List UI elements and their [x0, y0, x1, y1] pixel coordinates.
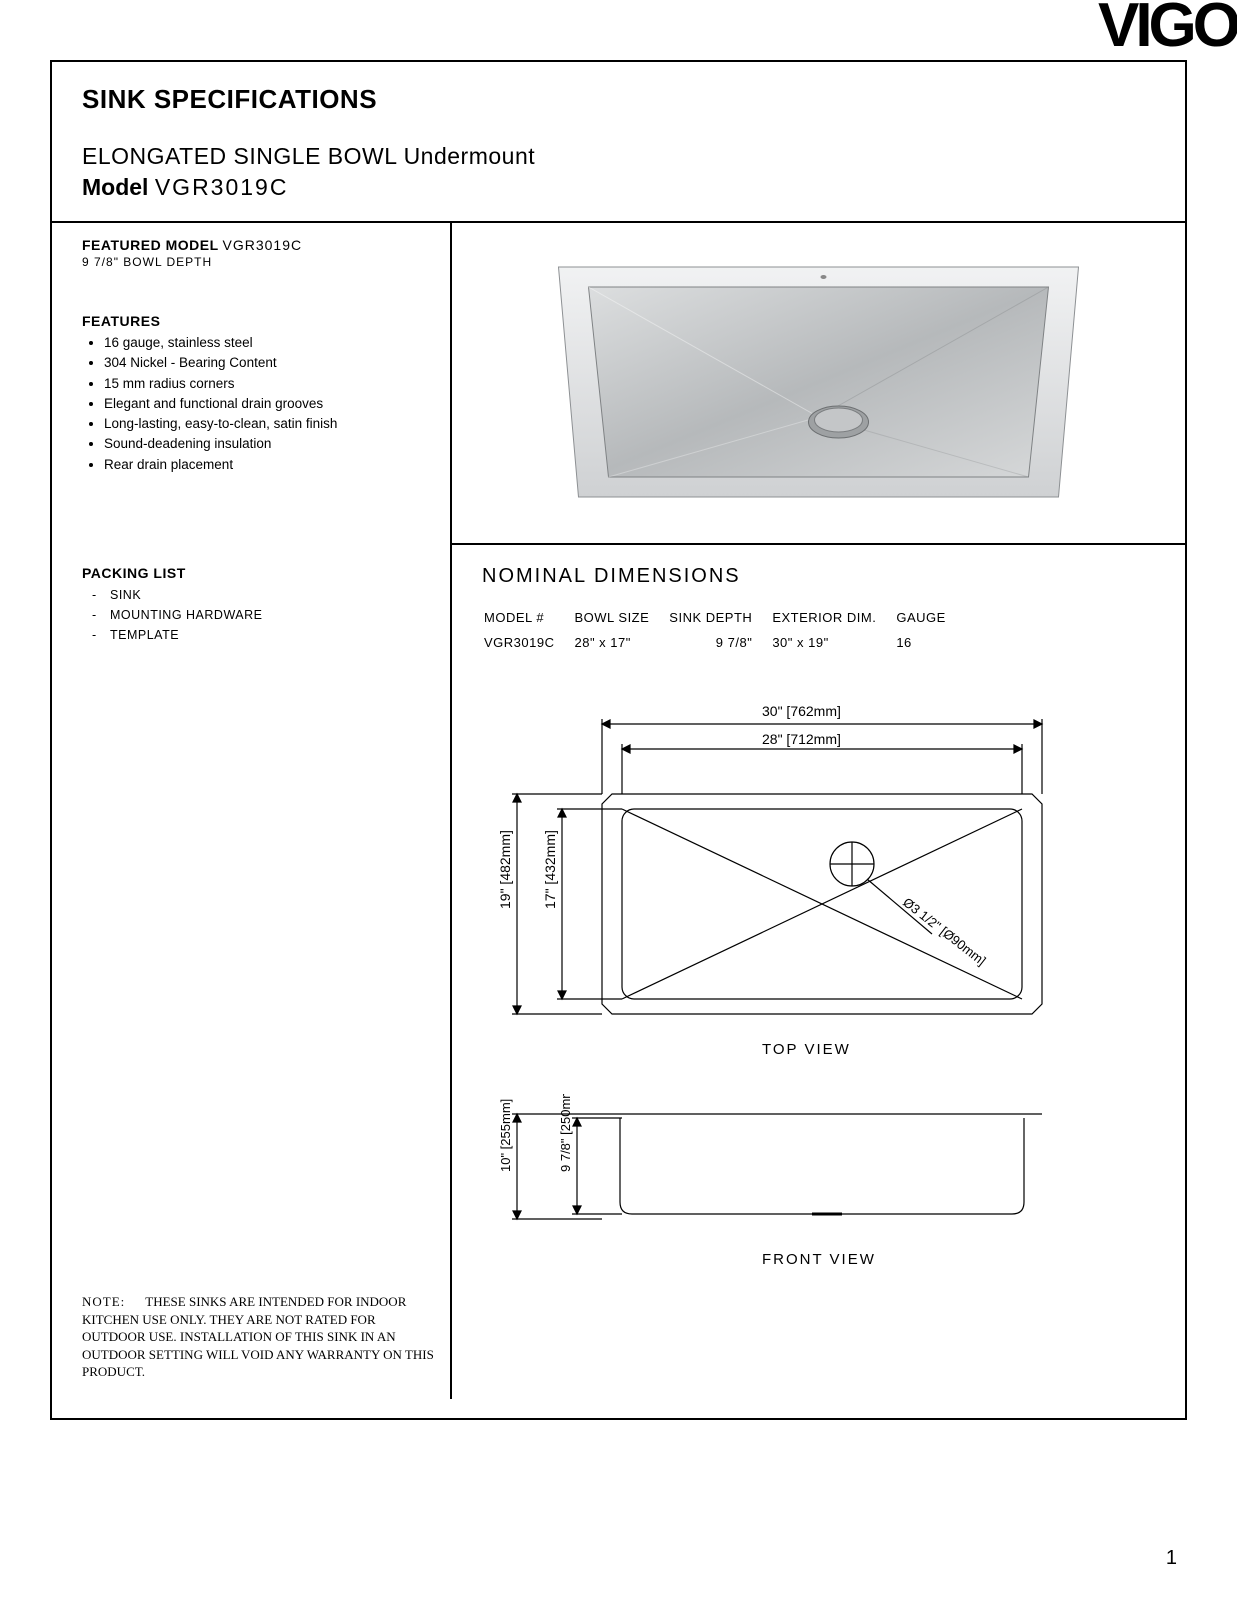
front-view-diagram: 10" [255mm] 9 7/8" [250mm] FRONT VIEW	[452, 1084, 1185, 1294]
feature-item: Elegant and functional drain grooves	[104, 394, 430, 414]
table-header: MODEL #	[484, 608, 572, 627]
dim-inner-depth: 9 7/8" [250mm]	[558, 1094, 573, 1172]
nominal-title: NOMINAL DIMENSIONS	[482, 565, 1155, 588]
featured-label: FEATURED MODEL	[82, 237, 219, 253]
featured-model: FEATURED MODEL VGR3019C	[82, 237, 430, 253]
table-header: GAUGE	[896, 608, 963, 627]
product-subtitle: ELONGATED SINGLE BOWL Undermount	[82, 143, 1155, 170]
dim-outer-height: 19" [482mm]	[497, 830, 513, 909]
left-column: FEATURED MODEL VGR3019C 9 7/8" BOWL DEPT…	[52, 223, 452, 1399]
model-line: Model VGR3019C	[82, 174, 1155, 201]
warranty-note: NOTE:THESE SINKS ARE INTENDED FOR INDOOR…	[82, 1293, 436, 1381]
dim-inner-width: 28" [712mm]	[762, 731, 841, 747]
model-value: VGR3019C	[155, 174, 289, 200]
top-view-diagram: 30" [762mm] 28" [712mm] 19" [482mm] 17" …	[452, 664, 1185, 1084]
feature-item: 15 mm radius corners	[104, 374, 430, 394]
features-list: 16 gauge, stainless steel 304 Nickel - B…	[104, 333, 430, 475]
packing-list: SINK MOUNTING HARDWARE TEMPLATE	[92, 585, 430, 645]
featured-value: VGR3019C	[223, 237, 303, 253]
dim-outer-depth: 10" [255mm]	[498, 1099, 513, 1172]
feature-item: Sound-deadening insulation	[104, 434, 430, 454]
table-header: BOWL SIZE	[574, 608, 667, 627]
table-header: SINK DEPTH	[669, 608, 770, 627]
front-view-label: FRONT VIEW	[762, 1251, 876, 1268]
dimensions-table: MODEL # BOWL SIZE SINK DEPTH EXTERIOR DI…	[482, 606, 966, 654]
feature-item: 16 gauge, stainless steel	[104, 333, 430, 353]
table-cell: 28" x 17"	[574, 629, 667, 652]
feature-item: Rear drain placement	[104, 455, 430, 475]
feature-item: Long-lasting, easy-to-clean, satin finis…	[104, 414, 430, 434]
packing-item: MOUNTING HARDWARE	[92, 605, 430, 625]
dim-drain: Ø3 1/2" [Ø90mm]	[900, 895, 989, 969]
table-cell: 9 7/8"	[669, 629, 770, 652]
spec-sheet-frame: SINK SPECIFICATIONS ELONGATED SINGLE BOW…	[50, 60, 1187, 1420]
page-number: 1	[1166, 1547, 1177, 1570]
table-cell: 16	[896, 629, 963, 652]
packing-item: SINK	[92, 585, 430, 605]
right-column: NOMINAL DIMENSIONS MODEL # BOWL SIZE SIN…	[452, 223, 1185, 1399]
page-title: SINK SPECIFICATIONS	[82, 84, 1155, 115]
model-label: Model	[82, 174, 148, 200]
nominal-dimensions: NOMINAL DIMENSIONS MODEL # BOWL SIZE SIN…	[452, 545, 1185, 664]
top-view-label: TOP VIEW	[762, 1041, 851, 1058]
product-photo	[476, 247, 1161, 517]
table-cell: 30" x 19"	[772, 629, 894, 652]
brand-logo: VIGO	[1098, 0, 1237, 61]
feature-item: 304 Nickel - Bearing Content	[104, 353, 430, 373]
packing-heading: PACKING LIST	[82, 565, 430, 581]
bowl-depth-note: 9 7/8" BOWL DEPTH	[82, 255, 430, 269]
dim-outer-width: 30" [762mm]	[762, 703, 841, 719]
note-label: NOTE:	[82, 1294, 125, 1309]
table-cell: VGR3019C	[484, 629, 572, 652]
dim-inner-height: 17" [432mm]	[542, 830, 558, 909]
note-body: THESE SINKS ARE INTENDED FOR INDOOR KITC…	[82, 1294, 434, 1379]
features-heading: FEATURES	[82, 313, 430, 329]
packing-item: TEMPLATE	[92, 625, 430, 645]
table-header: EXTERIOR DIM.	[772, 608, 894, 627]
